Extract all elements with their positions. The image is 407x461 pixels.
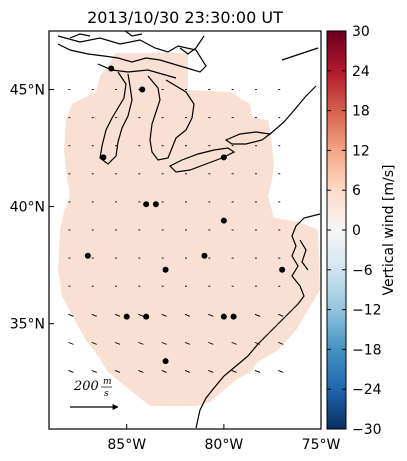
colorbar-tick-label: 24: [352, 64, 370, 80]
lon-tick-label: 85°W: [107, 437, 146, 453]
station-marker: [152, 201, 159, 208]
scale-arrow-value: 200: [73, 379, 99, 394]
map-frame: [48, 30, 322, 430]
wind-arrow: [114, 370, 121, 373]
wind-arrow: [208, 370, 214, 373]
scale-arrow: 200 m s: [70, 377, 119, 410]
wind-arrow: [91, 341, 97, 345]
station-marker: [220, 154, 227, 161]
latitude-tick-labels: 45°N 40°N 35°N: [10, 83, 54, 333]
wind-arrow: [254, 313, 261, 317]
wind-arrow: [208, 341, 214, 345]
colorbar-tick-label: 30: [352, 24, 370, 40]
station-marker: [201, 252, 208, 259]
wind-arrow: [161, 370, 167, 373]
wind-arrow: [231, 341, 237, 345]
coastlines: [57, 31, 321, 429]
colorbar-ticks: 30 24 18 12 6 0 −6 −12 −18 −24 −30: [327, 24, 382, 438]
wind-arrow: [231, 370, 237, 373]
colorbar-label: Vertical wind [m/s]: [381, 165, 397, 296]
station-marker: [123, 313, 130, 320]
chart-title: 2013/10/30 23:30:00 UT: [87, 8, 283, 27]
colorbar-tick-label: −30: [352, 422, 382, 438]
station-marker: [220, 313, 227, 320]
vertical-wind-field: [58, 53, 320, 406]
wind-arrow: [254, 370, 261, 373]
station-marker: [108, 65, 115, 72]
station-marker: [100, 154, 107, 161]
colorbar-tick-label: 18: [352, 104, 370, 120]
colorbar-tick-label: −18: [352, 342, 382, 358]
colorbar-tick-label: −24: [352, 382, 382, 398]
wind-arrow: [278, 341, 284, 345]
station-marker: [230, 313, 237, 320]
wind-arrow: [208, 313, 214, 317]
scale-arrow-unit-num: m: [103, 377, 112, 387]
colorbar-tick-label: 6: [352, 183, 361, 199]
wind-arrow: [91, 370, 97, 373]
wind-arrow: [254, 341, 261, 345]
wind-arrow: [91, 313, 97, 317]
station-markers: [84, 65, 286, 365]
wind-arrow: [184, 341, 191, 345]
wind-arrow: [138, 370, 144, 373]
colorbar-tick-label: −12: [352, 303, 382, 319]
lon-tick-label: 80°W: [205, 437, 244, 453]
station-marker: [162, 266, 169, 273]
station-marker: [143, 313, 150, 320]
wind-arrow: [278, 370, 284, 373]
lat-tick-label: 35°N: [10, 317, 45, 333]
station-marker: [220, 217, 227, 224]
wind-arrow: [278, 313, 284, 317]
lon-tick-label: 75°W: [302, 437, 341, 453]
lat-tick-label: 40°N: [10, 200, 45, 216]
colorbar-tick-label: 12: [352, 143, 370, 159]
scale-arrow-unit-den: s: [104, 389, 109, 399]
wind-arrow: [68, 313, 74, 317]
wind-arrow: [184, 370, 191, 373]
wind-arrow: [68, 341, 74, 345]
station-marker: [139, 86, 146, 93]
station-marker: [162, 358, 169, 365]
longitude-tick-labels: 85°W 80°W 75°W: [107, 424, 340, 453]
wind-arrow: [68, 370, 74, 373]
lat-tick-label: 45°N: [10, 83, 45, 99]
colorbar-tick-label: −6: [352, 263, 373, 279]
wind-arrow: [138, 313, 144, 317]
wind-arrow: [161, 313, 167, 317]
wind-arrow: [114, 341, 121, 345]
wind-arrow: [114, 313, 121, 317]
station-marker: [84, 252, 91, 259]
wind-arrow: [161, 341, 167, 345]
station-marker: [143, 201, 150, 208]
wind-arrow: [184, 313, 191, 317]
station-marker: [279, 266, 286, 273]
colorbar-tick-label: 0: [352, 223, 361, 239]
wind-arrow: [138, 341, 144, 345]
